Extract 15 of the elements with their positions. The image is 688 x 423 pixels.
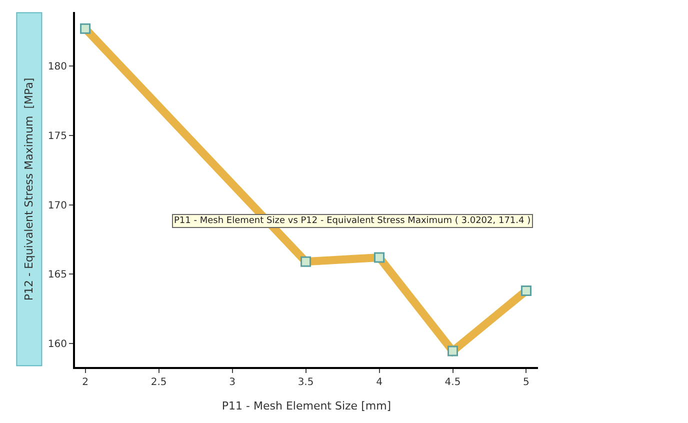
annotation: P11 - Mesh Element Size vs P12 - Equivalent Stress Maximum ( 3.0202, 171.4 ) — [174, 216, 531, 226]
x-tick-label: 4.5 — [444, 377, 461, 388]
y-tick-label: 160 — [48, 338, 67, 350]
y-tick-label: 180 — [48, 62, 67, 73]
y-tick-label: 165 — [48, 270, 67, 281]
y-tick-label: 175 — [48, 130, 67, 142]
y-tick-label: 170 — [48, 200, 67, 212]
x-tick-label: 2 — [82, 377, 88, 388]
x-tick-label: 4 — [376, 377, 382, 388]
x-tick-label: 3 — [229, 377, 236, 388]
x-tick-label: 2.5 — [150, 377, 167, 388]
y-axis-title: P12 - Equivalent Stress Maximum [MPa] — [22, 78, 36, 301]
x-axis-title: P11 - Mesh Element Size [mm] — [222, 400, 392, 413]
x-tick-label: 3.5 — [298, 377, 314, 388]
x-tick-label: 5 — [523, 377, 530, 388]
